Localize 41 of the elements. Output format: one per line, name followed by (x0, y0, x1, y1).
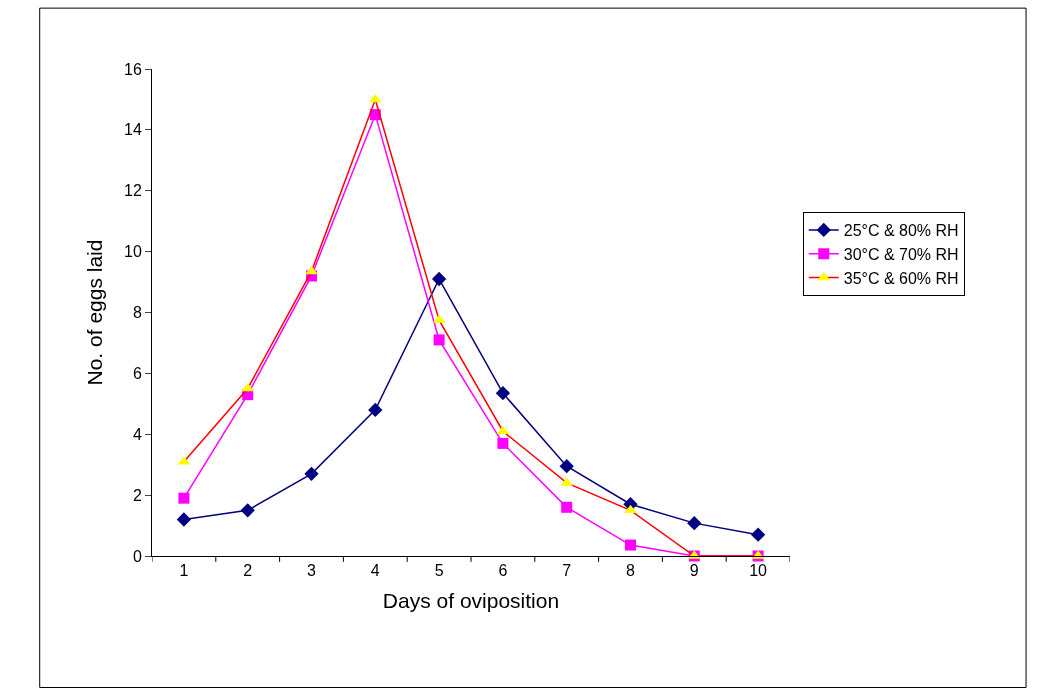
point (497, 437, 509, 449)
point (559, 459, 574, 474)
point (687, 515, 702, 531)
legend-label: 25°C & 80% RH (843, 222, 959, 240)
x-tick-label: 4 (370, 562, 380, 580)
point (240, 503, 255, 518)
x-tick-label: 6 (498, 562, 508, 580)
point (305, 265, 318, 275)
point (176, 512, 192, 527)
y-tick-label: 0 (132, 547, 142, 565)
point (178, 492, 190, 504)
y-tick-label: 16 (124, 60, 142, 78)
legend-label: 35°C & 60% RH (843, 269, 959, 287)
point (750, 527, 766, 542)
x-tick-label: 9 (689, 562, 699, 580)
legend-label: 30°C & 70% RH (843, 246, 959, 263)
y-tick-label: 8 (132, 304, 142, 322)
y-tick-label: 14 (124, 121, 142, 139)
x-tick-label: 3 (307, 562, 317, 580)
point (561, 501, 573, 513)
point (625, 539, 636, 551)
x-tick-label: 7 (562, 562, 572, 580)
y-tick-label: 2 (132, 486, 142, 504)
point (495, 386, 511, 401)
point (431, 271, 447, 287)
x-tick-label: 1 (179, 562, 189, 580)
x-tick-label: 10 (749, 562, 768, 580)
y-axis-title: No. of eggs laid (83, 239, 107, 386)
x-tick-label: 2 (243, 562, 253, 580)
point (368, 402, 383, 418)
x-tick-label: 8 (626, 562, 636, 580)
x-tick-label: 5 (434, 562, 444, 580)
y-tick-label: 10 (124, 243, 142, 261)
point (304, 466, 319, 481)
x-axis-title: Days of oviposition (382, 589, 560, 613)
point (433, 334, 445, 346)
point (624, 504, 637, 514)
y-tick-label: 4 (132, 425, 142, 443)
point (368, 93, 382, 103)
y-tick-label: 6 (132, 364, 142, 382)
y-tick-label: 12 (124, 182, 142, 200)
